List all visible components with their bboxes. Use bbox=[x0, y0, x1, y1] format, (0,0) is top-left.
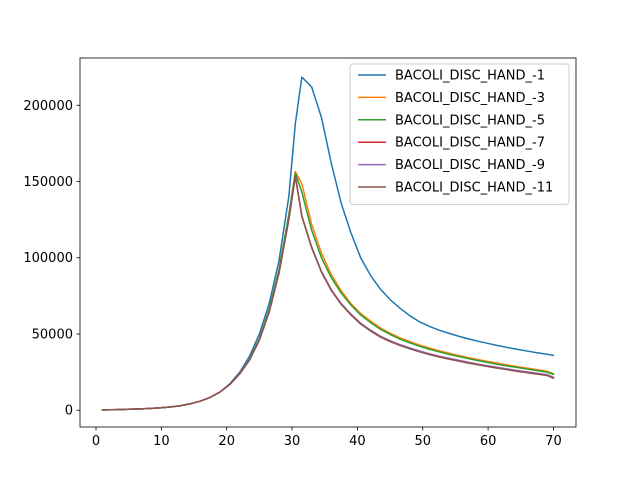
x-tick-label: 10 bbox=[153, 434, 170, 449]
series-layer bbox=[101, 76, 555, 411]
legend-label-6: BACOLI_DISC_HAND_-11 bbox=[395, 181, 553, 196]
legend-box bbox=[349, 63, 570, 205]
legend-label-2: BACOLI_DISC_HAND_-3 bbox=[395, 91, 545, 106]
y-tick-label: 150000 bbox=[23, 175, 73, 190]
axes-frame bbox=[79, 57, 577, 428]
y-tick-label: 0 bbox=[65, 404, 73, 419]
x-tick-label: 30 bbox=[284, 434, 301, 449]
y-tick-label: 200000 bbox=[23, 99, 73, 114]
legend-label-1: BACOLI_DISC_HAND_-1 bbox=[395, 69, 545, 84]
legend-label-5: BACOLI_DISC_HAND_-9 bbox=[395, 158, 545, 173]
x-tick-label: 70 bbox=[545, 434, 562, 449]
y-tick-label: 50000 bbox=[32, 327, 73, 342]
legend: BACOLI_DISC_HAND_-1 BACOLI_DISC_HAND_-3 BA… bbox=[349, 63, 570, 205]
legend-label-4: BACOLI_DISC_HAND_-7 bbox=[395, 136, 545, 151]
legend-label-3: BACOLI_DISC_HAND_-5 bbox=[395, 113, 545, 128]
x-tick-label: 50 bbox=[414, 434, 431, 449]
y-tick-label: 100000 bbox=[23, 251, 73, 266]
x-tick-label: 0 bbox=[92, 434, 100, 449]
axes-layer: 0 10 20 30 40 50 60 70 0 50000 100000 150000 200000 bbox=[23, 57, 577, 449]
series-line-6 bbox=[101, 175, 555, 411]
x-tick-label: 20 bbox=[218, 434, 235, 449]
x-tick-label: 40 bbox=[349, 434, 366, 449]
x-tick-label: 60 bbox=[480, 434, 497, 449]
